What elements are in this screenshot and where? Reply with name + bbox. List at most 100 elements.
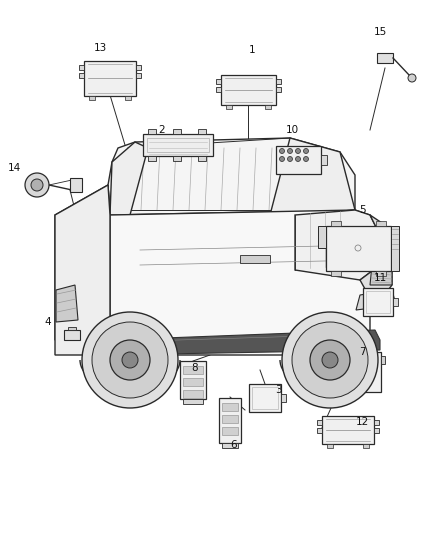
Polygon shape <box>356 290 396 310</box>
Bar <box>173 156 181 161</box>
Bar <box>331 271 341 276</box>
Bar <box>136 73 141 78</box>
Bar <box>327 444 333 448</box>
Text: 14: 14 <box>7 163 21 173</box>
Bar <box>376 221 386 226</box>
Bar <box>222 415 238 423</box>
Circle shape <box>31 179 43 191</box>
Bar <box>363 444 369 448</box>
Circle shape <box>296 157 300 161</box>
Bar <box>252 387 278 409</box>
Bar <box>148 156 156 161</box>
Bar <box>79 73 84 78</box>
Circle shape <box>279 157 285 161</box>
Polygon shape <box>110 330 380 355</box>
Bar <box>216 87 221 92</box>
Bar <box>317 428 322 433</box>
Bar <box>183 399 203 404</box>
Bar <box>318 226 326 248</box>
Bar <box>180 361 206 399</box>
Circle shape <box>282 312 378 408</box>
Bar <box>391 226 399 271</box>
Bar <box>222 427 238 435</box>
Bar <box>240 255 270 263</box>
Circle shape <box>25 173 49 197</box>
Bar <box>322 416 374 444</box>
Text: 6: 6 <box>231 440 237 450</box>
Circle shape <box>287 149 293 154</box>
Text: 8: 8 <box>192 363 198 373</box>
Polygon shape <box>110 142 148 215</box>
Text: 2: 2 <box>159 125 165 135</box>
Bar <box>125 96 131 100</box>
Circle shape <box>322 352 338 368</box>
Bar <box>381 356 385 364</box>
Bar <box>374 428 379 433</box>
Bar <box>376 271 386 276</box>
Bar <box>222 443 238 448</box>
Circle shape <box>82 312 178 408</box>
Bar <box>366 291 390 313</box>
Circle shape <box>110 340 150 380</box>
Polygon shape <box>55 185 110 355</box>
Bar <box>79 65 84 70</box>
Polygon shape <box>55 185 112 340</box>
Bar <box>317 420 322 425</box>
Bar <box>219 398 241 443</box>
Polygon shape <box>56 285 78 322</box>
Circle shape <box>279 149 285 154</box>
Bar <box>183 390 203 398</box>
Bar <box>183 366 203 374</box>
Circle shape <box>92 322 168 398</box>
Text: 1: 1 <box>249 45 255 55</box>
Text: 7: 7 <box>359 347 365 357</box>
Bar <box>249 384 281 412</box>
Bar <box>276 87 281 92</box>
Bar <box>147 138 209 152</box>
Bar <box>265 105 271 109</box>
Bar <box>374 420 379 425</box>
Bar <box>363 288 393 316</box>
Bar <box>198 129 206 134</box>
Bar <box>222 403 238 411</box>
Polygon shape <box>372 235 390 260</box>
Bar <box>183 378 203 386</box>
Polygon shape <box>110 210 370 355</box>
Text: 12: 12 <box>355 417 369 427</box>
Bar <box>377 53 393 63</box>
Polygon shape <box>108 138 355 215</box>
Circle shape <box>122 352 138 368</box>
Bar <box>331 221 341 226</box>
Circle shape <box>304 149 308 154</box>
Bar <box>276 146 321 174</box>
Bar <box>198 156 206 161</box>
Bar <box>89 96 95 100</box>
Text: 10: 10 <box>286 125 299 135</box>
Circle shape <box>296 149 300 154</box>
Polygon shape <box>370 265 392 285</box>
Bar <box>326 226 391 271</box>
Text: 3: 3 <box>275 385 281 395</box>
Bar <box>148 129 156 134</box>
Circle shape <box>287 157 293 161</box>
Text: 11: 11 <box>373 273 387 283</box>
Polygon shape <box>270 138 355 215</box>
Bar <box>393 298 398 306</box>
Circle shape <box>408 74 416 82</box>
Circle shape <box>304 157 308 161</box>
Circle shape <box>310 340 350 380</box>
Text: 13: 13 <box>93 43 106 53</box>
Polygon shape <box>360 215 392 298</box>
Bar <box>143 134 213 156</box>
Text: 5: 5 <box>359 205 365 215</box>
Text: 15: 15 <box>373 27 387 37</box>
Bar <box>84 61 136 96</box>
Text: 4: 4 <box>45 317 51 327</box>
Bar <box>276 79 281 84</box>
Bar <box>316 352 381 392</box>
Bar <box>281 394 286 402</box>
Bar <box>64 330 80 340</box>
Bar <box>173 129 181 134</box>
Bar <box>321 155 327 165</box>
Polygon shape <box>295 210 380 280</box>
